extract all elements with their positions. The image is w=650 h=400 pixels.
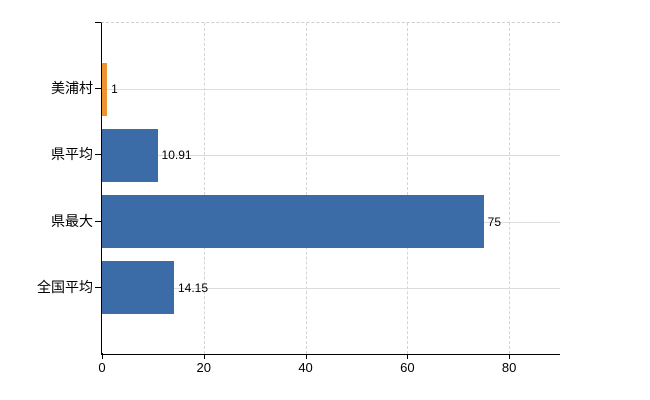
category-label: 県最大 (51, 212, 93, 229)
bar (102, 62, 108, 116)
bar (102, 195, 484, 249)
y-axis-tick (95, 286, 101, 288)
bar-value-label: 10.91 (161, 148, 192, 163)
bar-value-label: 1 (111, 82, 118, 97)
x-axis-tick-label: 80 (501, 360, 517, 375)
horizontal-gridline (102, 89, 560, 91)
x-axis-tick (102, 353, 103, 359)
y-axis-tick (95, 154, 101, 156)
x-axis-tick-label: 40 (298, 360, 313, 375)
y-axis-tick (95, 88, 101, 90)
x-axis-tick-label: 60 (400, 360, 415, 375)
horizontal-gridline (102, 287, 560, 289)
x-axis-tick-label: 20 (196, 360, 211, 375)
x-axis-tick-label: 0 (98, 360, 106, 375)
bar-value-label: 14.15 (178, 280, 209, 295)
category-label: 全国平均 (37, 278, 93, 295)
bar-value-label: 75 (487, 214, 502, 229)
category-label: 県平均 (51, 146, 93, 163)
category-label: 美浦村 (51, 80, 93, 97)
bar (102, 261, 174, 315)
vertical-gridline (203, 23, 205, 354)
x-axis-tick (203, 353, 205, 359)
bar (102, 128, 158, 182)
y-axis-end-tick (95, 22, 101, 23)
plot-area: 1 10.91 75 14.15 (101, 22, 560, 355)
vertical-gridline (305, 23, 307, 354)
x-axis-tick (509, 353, 511, 359)
x-axis-tick (407, 353, 409, 359)
x-axis-tick (305, 353, 307, 359)
y-axis-tick (95, 220, 101, 222)
vertical-gridline (509, 23, 511, 354)
vertical-gridline (407, 23, 409, 354)
horizontal-gridline (102, 155, 560, 157)
